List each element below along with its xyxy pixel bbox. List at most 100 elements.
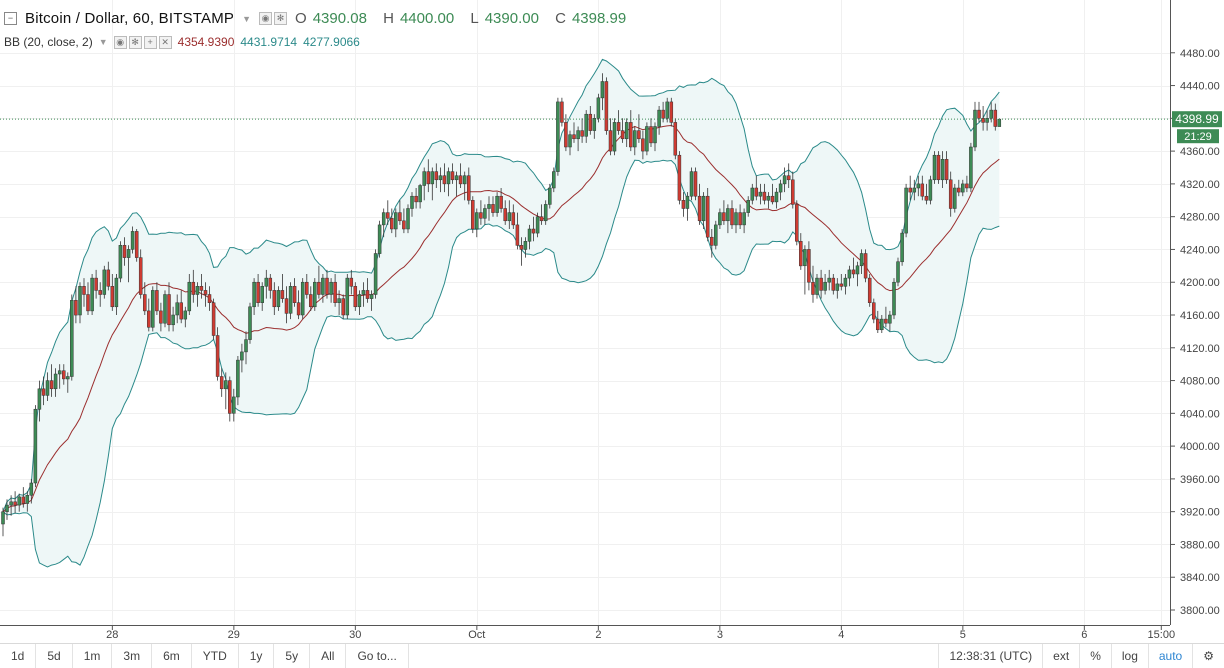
candle-body — [118, 245, 123, 279]
candle — [948, 171, 953, 217]
clock-time[interactable]: 12:38:31 (UTC) — [938, 644, 1042, 668]
goto-button[interactable]: Go to... — [346, 644, 409, 668]
candle — [187, 274, 192, 315]
price-tag: 4398.99 21:29 — [1172, 111, 1222, 144]
y-tick-label: 4480.00 — [1180, 48, 1220, 60]
candle — [175, 294, 179, 324]
range-5d-button[interactable]: 5d — [36, 644, 73, 668]
candle-body — [985, 118, 989, 123]
candle-body — [815, 277, 819, 295]
candle-body — [329, 281, 333, 295]
time-axis[interactable]: 28 29 30 Oct 2 3 4 5 6 15:00 — [106, 625, 1175, 641]
candle — [248, 302, 252, 344]
range-1m-button[interactable]: 1m — [73, 644, 113, 668]
candle — [232, 388, 236, 422]
settings-icon[interactable]: ✻ — [128, 35, 142, 49]
range-5y-button[interactable]: 5y — [274, 644, 311, 668]
range-6m-button[interactable]: 6m — [152, 644, 192, 668]
candle — [612, 118, 617, 156]
eye-icon[interactable]: ◉ — [259, 12, 273, 25]
candle — [527, 224, 532, 250]
candle — [333, 274, 337, 307]
candle — [102, 265, 107, 299]
percent-toggle[interactable]: % — [1079, 644, 1111, 668]
candle-body — [612, 122, 617, 152]
candle-body — [264, 277, 269, 287]
candle-body — [596, 97, 601, 119]
candle-body — [867, 277, 872, 303]
collapse-icon[interactable]: − — [4, 12, 17, 25]
eye-icon[interactable]: ◉ — [113, 35, 127, 49]
auto-toggle[interactable]: auto — [1147, 644, 1192, 668]
chevron-down-icon[interactable]: ▼ — [242, 13, 252, 24]
candle-body — [292, 286, 297, 303]
close-icon[interactable]: ✕ — [158, 35, 172, 49]
candle — [296, 290, 301, 320]
range-1y-button[interactable]: 1y — [239, 644, 275, 668]
settings-icon[interactable]: ✻ — [274, 12, 288, 25]
candle-body — [467, 175, 471, 201]
candle — [17, 493, 21, 512]
candle — [236, 356, 240, 406]
price-tag-value: 4398.99 — [1175, 112, 1219, 126]
candle-body — [649, 126, 653, 144]
candle — [305, 274, 309, 299]
indicator-title[interactable]: BB (20, close, 2) — [4, 35, 93, 49]
candle-body — [458, 175, 463, 185]
candle-body — [276, 290, 281, 308]
plus-icon[interactable]: + — [143, 35, 157, 49]
candle — [244, 331, 248, 365]
candle-body — [847, 269, 852, 279]
candle-body — [795, 204, 799, 242]
candle — [106, 261, 111, 291]
close-label: C — [555, 10, 566, 27]
candle — [25, 491, 30, 512]
candle-body — [637, 130, 641, 140]
candle — [556, 97, 560, 176]
bb-upper-value: 4431.9714 — [240, 35, 298, 49]
price-tag-bg — [1172, 111, 1222, 128]
ext-toggle[interactable]: ext — [1042, 644, 1079, 668]
range-ytd-button[interactable]: YTD — [192, 644, 239, 668]
candle — [29, 478, 34, 504]
candle-body — [29, 482, 34, 496]
candle — [604, 77, 609, 135]
candle — [57, 364, 62, 389]
candle — [880, 315, 884, 333]
log-toggle[interactable]: log — [1110, 644, 1148, 668]
candle — [450, 163, 455, 184]
gear-icon[interactable]: ⚙ — [1192, 644, 1224, 668]
candle-body — [896, 261, 900, 283]
candle-body — [900, 232, 904, 263]
chevron-down-icon[interactable]: ▼ — [98, 37, 108, 47]
candle-body — [426, 171, 431, 185]
candle-body — [365, 290, 370, 299]
range-3m-button[interactable]: 3m — [112, 644, 153, 668]
range-1d-button[interactable]: 1d — [0, 644, 37, 668]
x-tick-label: 28 — [106, 629, 118, 641]
candle — [863, 249, 868, 283]
candle — [867, 274, 872, 307]
candle — [138, 249, 143, 299]
open-label: O — [295, 10, 307, 27]
candle-body — [746, 200, 750, 213]
candle — [159, 302, 163, 332]
candle — [414, 188, 418, 209]
range-all-button[interactable]: All — [310, 644, 347, 668]
candle-body — [523, 241, 528, 250]
candle — [74, 286, 78, 324]
candle-body — [57, 370, 62, 375]
y-tick-label: 4440.00 — [1180, 81, 1220, 93]
candle-body — [620, 130, 625, 140]
candle — [70, 294, 74, 381]
candle — [309, 286, 313, 311]
candle — [110, 274, 115, 311]
symbol-title[interactable]: Bitcoin / Dollar, 60, BITSTAMP — [25, 10, 235, 27]
candle-body — [827, 277, 831, 283]
candle-body — [726, 208, 730, 222]
candle-body — [572, 134, 576, 140]
countdown-value: 21:29 — [1184, 131, 1212, 143]
price-chart[interactable]: 3800.00 3840.00 3880.00 3920.00 3960.00 4000.… — [0, 0, 1224, 643]
candle — [349, 269, 354, 295]
candle — [430, 167, 435, 201]
